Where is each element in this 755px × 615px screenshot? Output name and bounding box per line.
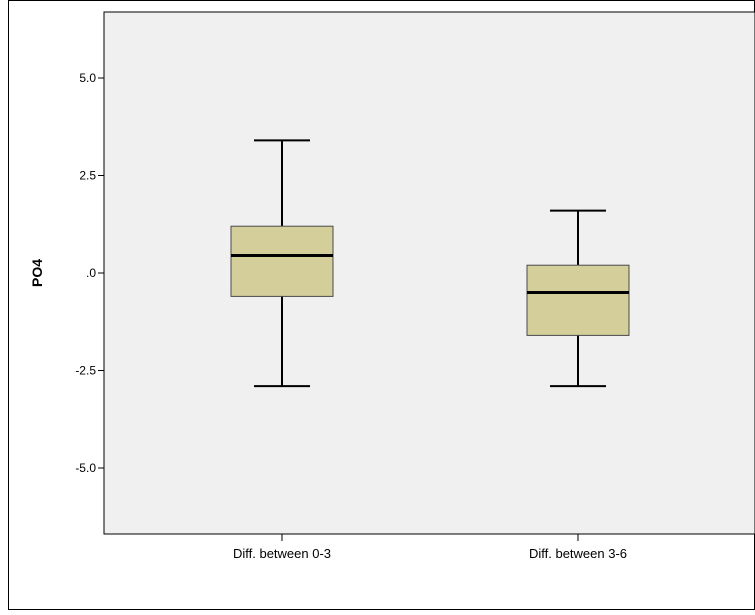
x-tick-label: Diff. between 3-6 <box>529 546 627 561</box>
x-tick-label: Diff. between 0-3 <box>233 546 331 561</box>
iqr-box <box>527 265 629 335</box>
plot-area <box>104 12 755 534</box>
y-tick-label: 2.5 <box>79 169 96 183</box>
y-tick-label: -2.5 <box>75 364 96 378</box>
y-tick-label: -5.0 <box>75 461 96 475</box>
iqr-box <box>231 226 333 296</box>
y-axis-label: PO4 <box>29 259 45 287</box>
y-tick-label: 5.0 <box>79 71 96 85</box>
y-tick-label: .0 <box>86 266 96 280</box>
